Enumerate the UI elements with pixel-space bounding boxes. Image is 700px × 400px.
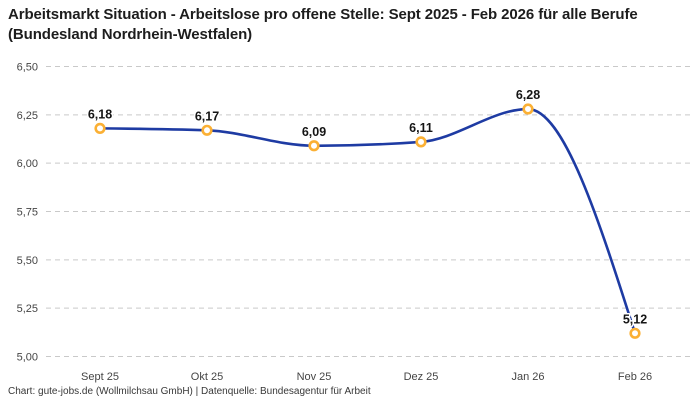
data-point-label: 6,18 [88, 107, 112, 121]
x-axis-label: Sept 25 [81, 371, 119, 383]
data-point-label: 6,17 [195, 109, 219, 123]
data-point-marker [522, 103, 534, 115]
x-axis-label: Jan 26 [511, 371, 544, 383]
x-axis-label: Okt 25 [191, 371, 223, 383]
data-point-marker [415, 136, 427, 148]
x-axis-label: Feb 26 [618, 371, 652, 383]
y-axis-tick-label: 5,75 [17, 207, 38, 219]
data-point-marker [308, 140, 320, 152]
data-point-label: 6,11 [409, 121, 433, 135]
y-axis-tick-label: 5,00 [17, 352, 38, 364]
y-axis-tick-label: 6,25 [17, 110, 38, 122]
data-line [98, 107, 637, 335]
y-axis-tick-label: 6,00 [17, 158, 38, 170]
y-axis-tick-label: 6,50 [17, 62, 38, 74]
chart-footer-attribution: Chart: gute-jobs.de (Wollmilchsau GmbH) … [8, 386, 371, 397]
data-point-marker [201, 124, 213, 136]
x-axis-label: Dez 25 [404, 371, 439, 383]
x-axis-label: Nov 25 [297, 371, 332, 383]
y-axis-tick-label: 5,25 [17, 303, 38, 315]
data-point-marker [629, 327, 641, 339]
data-point-marker [94, 122, 106, 134]
chart-title: Arbeitsmarkt Situation - Arbeitslose pro… [8, 6, 638, 43]
data-point-label: 6,28 [516, 88, 540, 102]
data-point-label: 6,09 [302, 125, 326, 139]
data-point-label: 5,12 [623, 312, 647, 326]
y-axis-tick-label: 5,50 [17, 255, 38, 267]
